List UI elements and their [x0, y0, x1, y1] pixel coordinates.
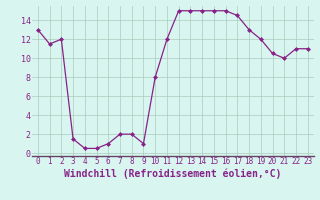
X-axis label: Windchill (Refroidissement éolien,°C): Windchill (Refroidissement éolien,°C) [64, 168, 282, 179]
